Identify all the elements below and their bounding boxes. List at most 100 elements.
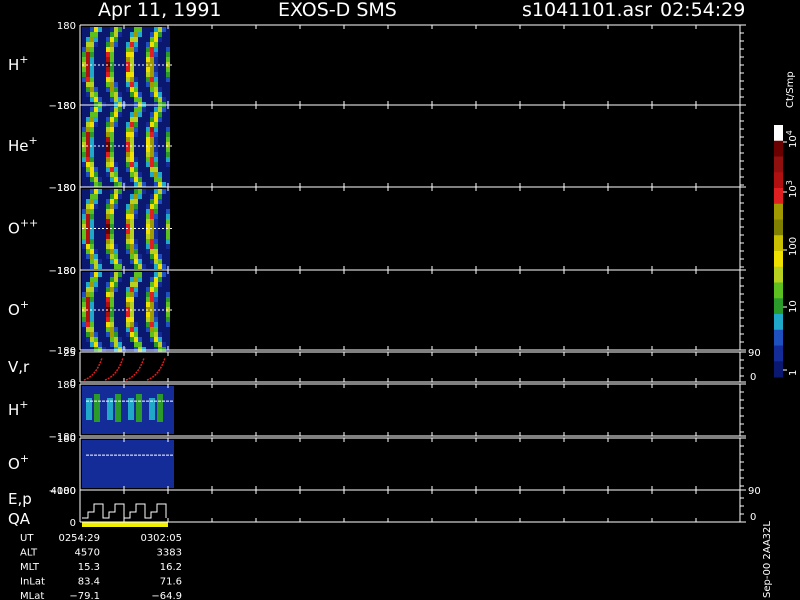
footer-value: 0254:29 — [58, 533, 100, 544]
spectrogram-cell — [102, 82, 106, 87]
spectrogram-cell — [106, 107, 110, 112]
spectrogram-cell — [86, 264, 90, 269]
spectrogram-cell — [158, 189, 162, 194]
spectrogram-cell — [98, 209, 102, 214]
spectrogram-cell — [134, 342, 138, 347]
spectrogram-cell — [166, 277, 170, 282]
spectrogram-cell — [138, 82, 142, 87]
spectrogram-cell — [86, 182, 90, 187]
spectrogram-cell — [86, 147, 90, 152]
right-min-label: 0 — [750, 512, 756, 523]
spectrogram-cell — [122, 189, 126, 194]
spectrogram-cell — [90, 229, 94, 234]
spectrogram-cell — [162, 182, 166, 187]
spectrogram-cell — [126, 322, 130, 327]
spectrogram-cell — [130, 67, 134, 72]
spectrogram-cell — [158, 302, 162, 307]
spectrogram-cell — [166, 162, 170, 167]
spectrogram-cell — [134, 204, 138, 209]
spectrogram-cell — [110, 107, 114, 112]
spectrogram-cell — [118, 97, 122, 102]
spectrogram-cell — [166, 292, 170, 297]
spectrogram-cell — [110, 342, 114, 347]
spectrogram-cell — [130, 112, 134, 117]
spectrogram-cell — [138, 214, 142, 219]
spectrogram-cell — [158, 234, 162, 239]
spectrogram-cell — [142, 87, 146, 92]
spectrogram-cell — [150, 214, 154, 219]
spectrogram-cell — [114, 272, 118, 277]
spectrogram-cell — [154, 327, 158, 332]
spectrogram-cell — [94, 147, 98, 152]
spectrogram-cell — [82, 32, 86, 37]
spectrogram-cell — [154, 77, 158, 82]
spectrogram-cell — [110, 322, 114, 327]
spectrogram-cell — [90, 132, 94, 137]
spectrogram-cell — [154, 342, 158, 347]
spectrogram-cell — [150, 42, 154, 47]
spectrogram-cell — [162, 272, 166, 277]
spectrogram-cell — [94, 142, 98, 147]
spectrogram-cell — [134, 162, 138, 167]
spectrogram-cell — [146, 249, 150, 254]
spectrogram-cell — [150, 282, 154, 287]
spectrogram-cell — [98, 199, 102, 204]
spectrogram-cell — [146, 277, 150, 282]
spectrogram-cell — [90, 287, 94, 292]
spectrogram-cell — [134, 214, 138, 219]
spectrogram-cell — [138, 127, 142, 132]
spectrogram-cell — [118, 199, 122, 204]
panel-label: V,r — [8, 358, 30, 376]
spectrogram-cell — [130, 277, 134, 282]
spectrogram-cell — [110, 199, 114, 204]
spectrogram-cell — [114, 189, 118, 194]
spectrogram-cell — [90, 117, 94, 122]
spectrogram-cell — [134, 37, 138, 42]
spectrogram-cell — [86, 72, 90, 77]
spectrogram-cell — [118, 32, 122, 37]
spectrogram-cell — [106, 327, 110, 332]
spectrogram-cell — [138, 292, 142, 297]
spectrogram-cell — [134, 172, 138, 177]
spectrogram-cell — [122, 157, 126, 162]
spectrogram-cell — [162, 209, 166, 214]
spectrogram-cell — [126, 167, 130, 172]
spectrogram-cell — [146, 97, 150, 102]
spectrogram-cell — [162, 224, 166, 229]
spectrogram-cell — [126, 127, 130, 132]
spectrogram-cell — [134, 282, 138, 287]
spectrogram-cell — [150, 342, 154, 347]
spectrogram-cell — [94, 122, 98, 127]
spectrogram-cell — [106, 167, 110, 172]
spectrogram-cell — [86, 297, 90, 302]
spectrogram-cell — [126, 272, 130, 277]
spectrogram-cell — [142, 82, 146, 87]
spectrogram-cell — [158, 157, 162, 162]
spectrogram-cell — [86, 282, 90, 287]
spectrogram-cell — [106, 172, 110, 177]
spectrogram-cell — [122, 47, 126, 52]
spectrogram-cell — [86, 287, 90, 292]
spectrogram-cell — [118, 27, 122, 32]
spectrogram-cell — [102, 342, 106, 347]
spectrogram-cell — [110, 229, 114, 234]
spectrogram-cell — [110, 224, 114, 229]
spectrogram-cell — [154, 287, 158, 292]
spectrogram-cell — [86, 177, 90, 182]
spectrogram-cell — [154, 199, 158, 204]
spectrogram-cell — [94, 234, 98, 239]
spectrogram-cell — [122, 162, 126, 167]
spectrogram-cell — [106, 82, 110, 87]
spectrogram-cell — [114, 322, 118, 327]
spectrogram-cell — [90, 297, 94, 302]
spectrogram-cell — [166, 82, 170, 87]
spectrogram-cell — [146, 327, 150, 332]
spectrogram-cell — [150, 199, 154, 204]
spectrogram-cell — [106, 254, 110, 259]
footer: UT 0254:29 0302:05 ALT 4570 3383 MLT 15.3 16.2 In… — [20, 533, 182, 600]
spectrogram-cell — [162, 132, 166, 137]
spectrogram-cell — [134, 199, 138, 204]
spectrogram-cell — [150, 327, 154, 332]
spectrogram-cell — [130, 204, 134, 209]
spectrogram-cell — [110, 312, 114, 317]
